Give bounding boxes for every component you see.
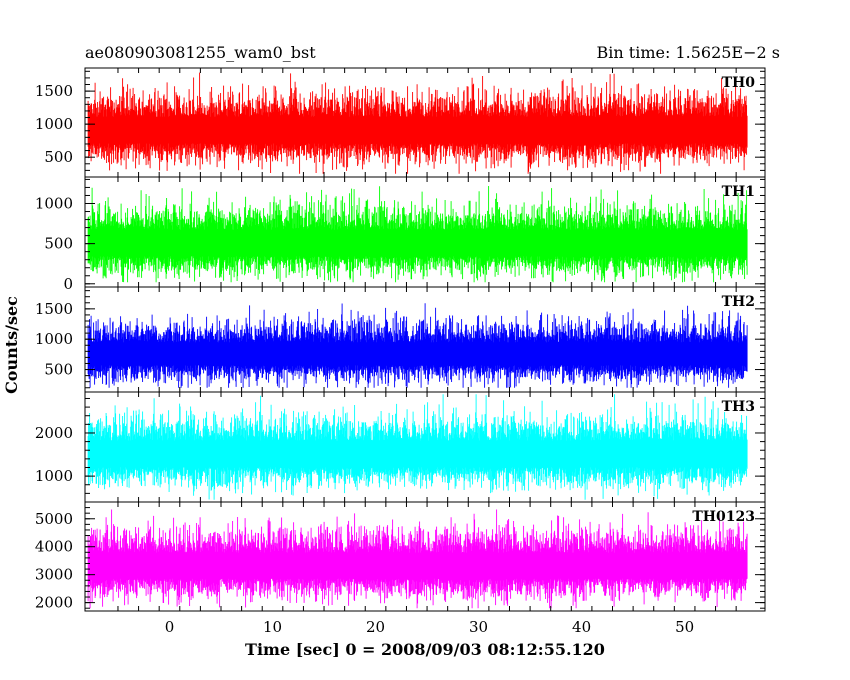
y-tick-label: 2000	[35, 594, 73, 612]
panel-name-th3: TH3	[722, 399, 755, 415]
y-tick-label: 5000	[35, 510, 73, 528]
series-th3-core	[88, 440, 748, 468]
x-tick-label: 50	[675, 618, 694, 636]
y-tick-label: 500	[44, 148, 73, 166]
y-tick-label: 1500	[35, 82, 73, 100]
y-tick-label: 4000	[35, 538, 73, 556]
y-tick-label: 3000	[35, 566, 73, 584]
x-tick-label: 30	[469, 618, 488, 636]
y-tick-label: 1500	[35, 300, 73, 318]
y-axis-title: Counts/sec	[2, 296, 21, 394]
panel-th1: 0 500 1000 TH1	[35, 176, 766, 293]
panel-name-th1: TH1	[722, 184, 755, 200]
y-tick-label: 1000	[35, 194, 73, 212]
series-th2-core	[88, 342, 748, 366]
panel-name-th0123: TH0123	[692, 509, 755, 525]
panel-th2: 500 1000 1500 TH2	[35, 286, 766, 393]
panel-frame	[84, 501, 766, 612]
x-tick-label: 40	[572, 618, 591, 636]
x-tick-label: 0	[165, 618, 175, 636]
x-axis-title: Time [sec] 0 = 2008/09/03 08:12:55.120	[245, 640, 605, 659]
panel-th0: 500 1000 1500 TH0	[35, 67, 766, 178]
y-tick-label: 1000	[35, 467, 73, 485]
series-th0123-core	[88, 552, 748, 579]
panel-name-th0: TH0	[722, 75, 756, 91]
y-tick-label: 500	[44, 235, 73, 253]
y-tick-label: 0	[63, 275, 73, 293]
x-tick-label: 20	[366, 618, 385, 636]
panel-th3: 1000 2000 TH3	[35, 391, 766, 503]
panel-th0123: 2000 3000 4000 5000 TH0123	[35, 501, 766, 612]
y-tick-label: 1000	[35, 330, 73, 348]
y-tick-label: 2000	[35, 424, 73, 442]
bin-time-label: Bin time: 1.5625E−2 s	[597, 43, 780, 62]
y-tick-label: 1000	[35, 115, 73, 133]
series-th1-core	[88, 229, 748, 257]
y-tick-label: 500	[44, 361, 73, 379]
chart-title: ae080903081255_wam0_bst	[85, 43, 316, 62]
panel-name-th2: TH2	[722, 294, 755, 310]
x-tick-label: 10	[263, 618, 282, 636]
series-th0-core	[88, 116, 748, 144]
